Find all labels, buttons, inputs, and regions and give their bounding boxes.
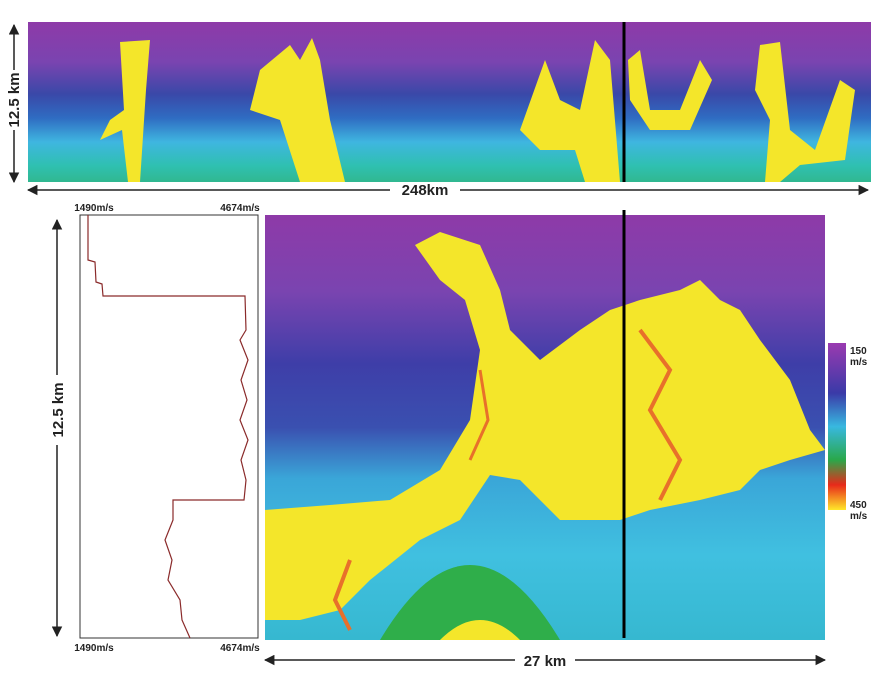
main-panel bbox=[265, 210, 825, 640]
figure: 12.5 km 248km 1490m/s 4674m/s 1490m/s 46… bbox=[0, 0, 871, 669]
colorbar-top-value: 150 bbox=[850, 346, 867, 357]
colorbar-bottom-value: 450 bbox=[850, 500, 867, 511]
log-bottom-min: 1490m/s bbox=[74, 643, 114, 654]
colorbar bbox=[828, 343, 846, 510]
main-width-label: 27 km bbox=[524, 653, 567, 669]
velocity-image bbox=[28, 22, 871, 182]
colorbar-bottom-unit: m/s bbox=[850, 511, 868, 522]
log-top-min: 1490m/s bbox=[74, 203, 114, 214]
log-depth-label: 12.5 km bbox=[50, 382, 67, 437]
colorbar-top-unit: m/s bbox=[850, 357, 868, 368]
log-top-max: 4674m/s bbox=[220, 203, 260, 214]
top-width-label: 248km bbox=[402, 182, 449, 199]
top-depth-label: 12.5 km bbox=[6, 72, 23, 127]
top-panel bbox=[28, 22, 871, 182]
log-bottom-max: 4674m/s bbox=[220, 643, 260, 654]
